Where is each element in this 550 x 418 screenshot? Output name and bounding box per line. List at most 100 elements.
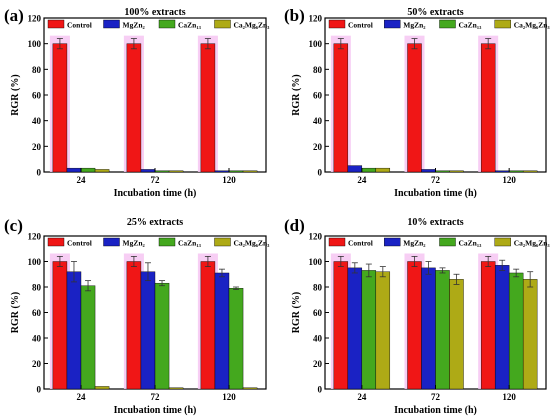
- y-tick-label: 120: [309, 14, 323, 24]
- bar-MgZn₂: [421, 267, 436, 390]
- legend-swatch: [328, 237, 346, 247]
- legend-swatch: [494, 19, 511, 29]
- bar-CaZn₁₃: [80, 285, 96, 390]
- legend-swatch: [47, 19, 65, 29]
- legend-swatch: [103, 19, 120, 29]
- x-axis-label: Incubation time (h): [394, 188, 477, 199]
- legend-swatch: [384, 237, 401, 247]
- legend-label: CaZn₁₃: [459, 21, 483, 30]
- legend-label: CaZn₁₃: [178, 21, 202, 30]
- bar-Control: [52, 261, 68, 390]
- legend-label: CaZn₁₃: [459, 239, 483, 248]
- legend-swatch: [47, 237, 65, 247]
- bar-MgZn₂: [214, 170, 230, 173]
- x-tick-label: 120: [222, 392, 236, 402]
- y-tick-label: 40: [313, 116, 323, 126]
- chart-title: 100% extracts: [124, 7, 185, 18]
- bar-Control: [333, 43, 349, 173]
- y-tick-label: 120: [28, 14, 42, 24]
- y-tick-label: 40: [32, 334, 42, 344]
- legend-label: Control: [348, 239, 373, 248]
- bar-Control: [200, 261, 216, 390]
- legend-label: MgZn₂: [123, 21, 146, 30]
- y-tick-label: 60: [32, 308, 42, 318]
- bar-Control: [407, 43, 422, 173]
- legend-swatch: [328, 19, 346, 29]
- legend-label: Control: [67, 21, 92, 30]
- x-tick-label: 120: [222, 175, 236, 185]
- legend-swatch: [103, 237, 120, 247]
- x-tick-label: 24: [357, 175, 367, 185]
- legend-swatch: [214, 19, 231, 29]
- y-tick-label: 100: [28, 39, 42, 49]
- y-tick-label: 60: [32, 91, 42, 101]
- y-tick-label: 100: [309, 257, 323, 267]
- bar-Ca₂Mg₆Zn₃: [94, 386, 110, 390]
- bar-Ca₂Mg₆Zn₃: [94, 169, 110, 173]
- bar-Control: [480, 261, 496, 390]
- bar-Control: [126, 261, 142, 390]
- y-tick-label: 0: [318, 385, 323, 395]
- legend-label: Ca₂Mg₆Zn₃: [514, 21, 550, 30]
- bar-MgZn₂: [494, 170, 510, 173]
- legend-swatch: [494, 237, 511, 247]
- bar-MgZn₂: [494, 265, 510, 390]
- y-tick-label: 20: [313, 142, 323, 152]
- x-tick-label: 72: [431, 175, 441, 185]
- panel-label: (a): [4, 6, 24, 25]
- bar-CaZn₁₃: [154, 170, 170, 173]
- bar-MgZn₂: [140, 169, 156, 173]
- y-axis-label: RGR (%): [10, 74, 21, 115]
- legend-label: Ca₂Mg₆Zn₃: [234, 239, 271, 248]
- bar-CaZn₁₃: [228, 288, 244, 390]
- legend-label: MgZn₂: [123, 239, 146, 248]
- chart-title: 10% extracts: [407, 217, 463, 228]
- y-tick-label: 20: [32, 142, 42, 152]
- bar-Ca₂Mg₆Zn₃: [168, 387, 184, 390]
- x-tick-label: 72: [431, 392, 441, 402]
- chart-panel-3: (d) 10% extracts 0 20 40 60 80 100 120 RGR (%) Inc…: [284, 216, 550, 416]
- x-axis-label: Incubation time (h): [114, 405, 197, 416]
- legend-label: MgZn₂: [403, 239, 426, 248]
- bar-Ca₂Mg₆Zn₃: [168, 170, 184, 173]
- x-tick-label: 24: [357, 392, 367, 402]
- plot-frame: [43, 17, 267, 173]
- bar-Control: [333, 261, 349, 390]
- y-tick-label: 40: [32, 116, 42, 126]
- legend-swatch: [158, 19, 176, 29]
- bar-Control: [200, 43, 216, 173]
- bar-Ca₂Mg₆Zn₃: [375, 167, 391, 173]
- bar-CaZn₁₃: [435, 270, 450, 390]
- bar-MgZn₂: [66, 167, 82, 173]
- bar-MgZn₂: [347, 267, 363, 390]
- x-tick-label: 24: [77, 175, 87, 185]
- x-tick-label: 120: [502, 392, 516, 402]
- legend-label: MgZn₂: [403, 21, 426, 30]
- bar-CaZn₁₃: [154, 282, 170, 390]
- bar-MgZn₂: [347, 165, 363, 173]
- y-tick-label: 0: [37, 168, 42, 178]
- legend-label: Control: [348, 21, 373, 30]
- legend-swatch: [439, 19, 456, 29]
- y-tick-label: 60: [313, 308, 323, 318]
- chart-title: 25% extracts: [127, 217, 183, 228]
- y-tick-label: 60: [313, 91, 323, 101]
- legend-label: Control: [67, 239, 92, 248]
- y-tick-label: 100: [28, 257, 42, 267]
- bar-CaZn₁₃: [508, 272, 524, 390]
- legend-swatch: [214, 237, 231, 247]
- bar-Ca₂Mg₆Zn₃: [242, 387, 258, 390]
- bar-MgZn₂: [421, 169, 436, 173]
- y-tick-label: 20: [313, 359, 323, 369]
- chart-panel-2: (c) 25% extracts 0 20 40 60 80 100 120 RGR (%) Inc…: [4, 216, 270, 416]
- y-tick-label: 120: [28, 232, 42, 242]
- x-axis-label: Incubation time (h): [394, 405, 477, 416]
- y-axis-label: RGR (%): [291, 292, 302, 333]
- bar-Control: [126, 43, 142, 173]
- legend-label: CaZn₁₃: [178, 239, 202, 248]
- y-tick-label: 0: [37, 385, 42, 395]
- bar-Control: [52, 43, 68, 173]
- x-tick-label: 72: [151, 392, 161, 402]
- plot-frame: [324, 17, 547, 173]
